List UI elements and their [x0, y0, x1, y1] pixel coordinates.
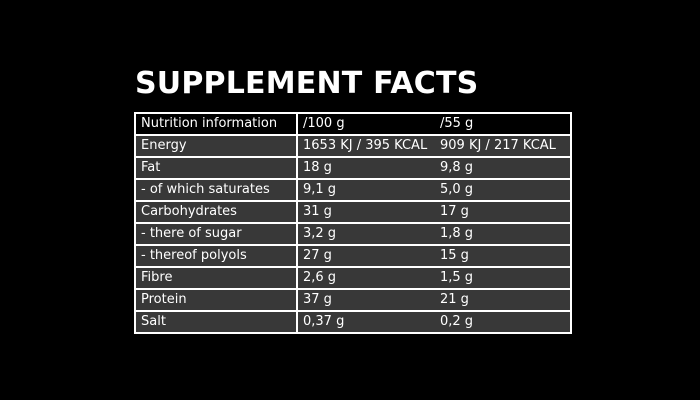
table-row: - of which saturates 9,1 g 5,0 g [135, 178, 571, 202]
table-row: Energy 1653 KJ / 395 KCAL 909 KJ / 217 K… [135, 134, 571, 158]
nutrient-label: Salt [135, 310, 298, 334]
nutrient-label: Fibre [135, 266, 298, 290]
nutrient-per-serving: 1,5 g [435, 266, 571, 290]
header-per-serving-cell: /55 g [435, 112, 571, 136]
nutrient-per-serving: 1,8 g [435, 222, 571, 246]
table-row: Salt 0,37 g 0,2 g [135, 310, 571, 334]
nutrient-label: Energy [135, 134, 298, 158]
nutrient-per-serving: 17 g [435, 200, 571, 224]
table-row: Carbohydrates 31 g 17 g [135, 200, 571, 224]
table-row: Fat 18 g 9,8 g [135, 156, 571, 180]
nutrient-per100: 27 g [297, 244, 435, 268]
nutrient-per-serving: 909 KJ / 217 KCAL [435, 134, 571, 158]
nutrient-per100: 0,37 g [297, 310, 435, 334]
table-row: Protein 37 g 21 g [135, 288, 571, 312]
nutrient-label: Protein [135, 288, 298, 312]
nutrient-label: Carbohydrates [135, 200, 298, 224]
nutrient-per100: 2,6 g [297, 266, 435, 290]
nutrient-per-serving: 21 g [435, 288, 571, 312]
nutrient-per-serving: 9,8 g [435, 156, 571, 180]
nutrient-per-serving: 0,2 g [435, 310, 571, 334]
header-label-cell: Nutrition information [135, 112, 298, 136]
nutrient-per100: 1653 KJ / 395 KCAL [297, 134, 435, 158]
nutrient-per-serving: 15 g [435, 244, 571, 268]
nutrient-per100: 9,1 g [297, 178, 435, 202]
nutrient-label: - thereof polyols [135, 244, 298, 268]
table-row: Fibre 2,6 g 1,5 g [135, 266, 571, 290]
table-row: - there of sugar 3,2 g 1,8 g [135, 222, 571, 246]
nutrient-label: Fat [135, 156, 298, 180]
nutrient-per-serving: 5,0 g [435, 178, 571, 202]
header-per100-cell: /100 g [297, 112, 435, 136]
table-header-row: Nutrition information /100 g /55 g [135, 112, 571, 136]
nutrient-per100: 37 g [297, 288, 435, 312]
table-row: - thereof polyols 27 g 15 g [135, 244, 571, 268]
nutrient-per100: 31 g [297, 200, 435, 224]
page-title: SUPPLEMENT FACTS [135, 66, 479, 101]
nutrient-per100: 18 g [297, 156, 435, 180]
nutrition-facts-table: Nutrition information /100 g /55 g Energ… [134, 112, 572, 334]
nutrient-label: - there of sugar [135, 222, 298, 246]
nutrient-label: - of which saturates [135, 178, 298, 202]
nutrient-per100: 3,2 g [297, 222, 435, 246]
